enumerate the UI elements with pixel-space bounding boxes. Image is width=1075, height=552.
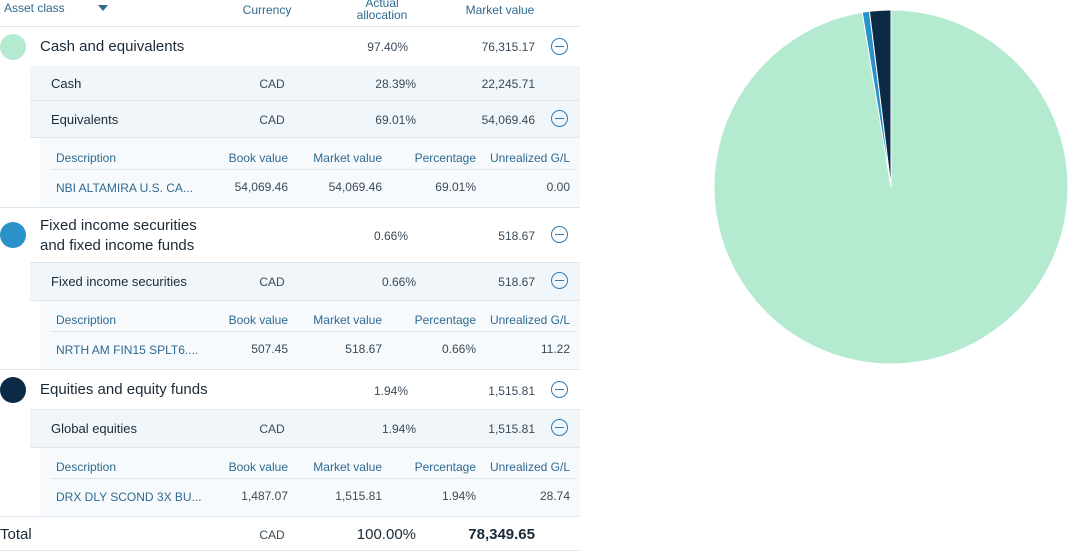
group-fixed-income-name-line1: Fixed income securities bbox=[40, 217, 197, 234]
group-equities-name: Equities and equity funds bbox=[40, 381, 208, 398]
sub-cash-allocation: 28.39% bbox=[375, 77, 416, 91]
holdings2-header-percentage: Percentage bbox=[414, 313, 476, 327]
holdings1-header-percentage: Percentage bbox=[414, 151, 476, 165]
header-actual-allocation: Actual allocation bbox=[342, 0, 422, 21]
total-market-value: 78,349.65 bbox=[468, 526, 535, 543]
equities-color-dot bbox=[0, 377, 26, 403]
header-currency: Currency bbox=[242, 3, 292, 17]
holdings3-header-book-value: Book value bbox=[228, 460, 288, 474]
holding-nrth-am-link[interactable]: NRTH AM FIN15 SPLT6.... bbox=[56, 343, 199, 357]
holdings1-header-description: Description bbox=[56, 151, 117, 165]
sub-fixed-income-collapse-button[interactable] bbox=[551, 272, 568, 289]
sub-global-equities-currency: CAD bbox=[259, 422, 285, 436]
total-allocation: 100.00% bbox=[356, 526, 416, 543]
holding-nbi-unrealized: 0.00 bbox=[546, 180, 570, 194]
sub-global-equities-collapse-button[interactable] bbox=[551, 419, 568, 436]
sub-cash-name: Cash bbox=[51, 76, 82, 91]
header-actual-allocation-line2: allocation bbox=[356, 8, 408, 22]
sub-cash-market-value: 22,245.71 bbox=[481, 77, 535, 91]
header-market-value: Market value bbox=[465, 3, 535, 17]
sub-fixed-income-market-value: 518.67 bbox=[498, 275, 535, 289]
sub-cash-currency: CAD bbox=[259, 77, 285, 91]
sub-global-equities-name: Global equities bbox=[51, 421, 137, 436]
holding-drx-book-value: 1,487.07 bbox=[241, 489, 288, 503]
fixed-income-color-dot bbox=[0, 222, 26, 248]
header-actual-allocation-line1: Actual bbox=[365, 0, 399, 10]
sub-global-equities-market-value: 1,515.81 bbox=[488, 422, 535, 436]
group-fixed-income-market-value: 518.67 bbox=[498, 229, 535, 243]
holding-nrth-unrealized: 11.22 bbox=[540, 342, 570, 356]
total-label: Total bbox=[0, 526, 32, 543]
sub-equivalents-collapse-button[interactable] bbox=[551, 110, 568, 127]
holdings2-header-description: Description bbox=[56, 313, 117, 327]
holding-nrth-market-value: 518.67 bbox=[345, 342, 382, 356]
holdings1-header-unrealized: Unrealized G/L bbox=[489, 151, 570, 165]
group-fixed-income-allocation: 0.66% bbox=[373, 229, 408, 243]
sub-equivalents-market-value: 54,069.46 bbox=[481, 113, 535, 127]
group-fixed-income-name-line2: and fixed income funds bbox=[40, 237, 195, 254]
header-asset-class-label: Asset class bbox=[4, 1, 65, 15]
sub-global-equities-allocation: 1.94% bbox=[381, 422, 416, 436]
group-equities-collapse-button[interactable] bbox=[551, 381, 568, 398]
holdings1-header-market-value: Market value bbox=[313, 151, 382, 165]
holdings3-header-unrealized: Unrealized G/L bbox=[489, 460, 570, 474]
sub-fixed-income-allocation: 0.66% bbox=[381, 275, 416, 289]
sort-dropdown-icon[interactable] bbox=[98, 5, 108, 11]
group-fixed-income-name: Fixed income securities and fixed income… bbox=[40, 216, 197, 256]
holdings1-header-book-value: Book value bbox=[228, 151, 288, 165]
holding-nbi-percentage: 69.01% bbox=[435, 180, 476, 194]
holding-drx-link[interactable]: DRX DLY SCOND 3X BU... bbox=[56, 490, 202, 504]
header-asset-class[interactable]: Asset class bbox=[4, 1, 124, 15]
allocation-pie-chart bbox=[713, 9, 1069, 365]
group-cash-collapse-button[interactable] bbox=[551, 38, 568, 55]
holding-nbi-market-value: 54,069.46 bbox=[328, 180, 382, 194]
holding-drx-percentage: 1.94% bbox=[441, 489, 476, 503]
cash-color-dot bbox=[0, 34, 26, 60]
total-currency: CAD bbox=[259, 528, 285, 542]
group-cash-name: Cash and equivalents bbox=[40, 38, 185, 55]
holdings2-header-book-value: Book value bbox=[228, 313, 288, 327]
holding-nbi-altamira-link[interactable]: NBI ALTAMIRA U.S. CA... bbox=[56, 181, 193, 195]
holding-drx-market-value: 1,515.81 bbox=[335, 489, 382, 503]
group-cash-allocation: 97.40% bbox=[367, 40, 408, 54]
sub-equivalents-allocation: 69.01% bbox=[375, 113, 416, 127]
holdings2-header-unrealized: Unrealized G/L bbox=[489, 313, 570, 327]
pie-slice-2[interactable] bbox=[868, 9, 892, 188]
holding-drx-unrealized: 28.74 bbox=[539, 489, 570, 503]
sub-fixed-income-currency: CAD bbox=[259, 275, 285, 289]
holdings3-header-percentage: Percentage bbox=[414, 460, 476, 474]
group-fixed-income-collapse-button[interactable] bbox=[551, 226, 568, 243]
sub-equivalents-currency: CAD bbox=[259, 113, 285, 127]
holding-nbi-book-value: 54,069.46 bbox=[234, 180, 288, 194]
holding-nrth-percentage: 0.66% bbox=[441, 342, 476, 356]
group-equities-market-value: 1,515.81 bbox=[488, 384, 535, 398]
holdings3-header-market-value: Market value bbox=[313, 460, 382, 474]
sub-fixed-income-name: Fixed income securities bbox=[51, 274, 187, 289]
holdings3-header-description: Description bbox=[56, 460, 117, 474]
group-equities-allocation: 1.94% bbox=[373, 384, 408, 398]
holding-nrth-book-value: 507.45 bbox=[251, 342, 288, 356]
holdings2-header-market-value: Market value bbox=[313, 313, 382, 327]
sub-equivalents-name: Equivalents bbox=[51, 112, 119, 127]
group-cash-market-value: 76,315.17 bbox=[481, 40, 535, 54]
